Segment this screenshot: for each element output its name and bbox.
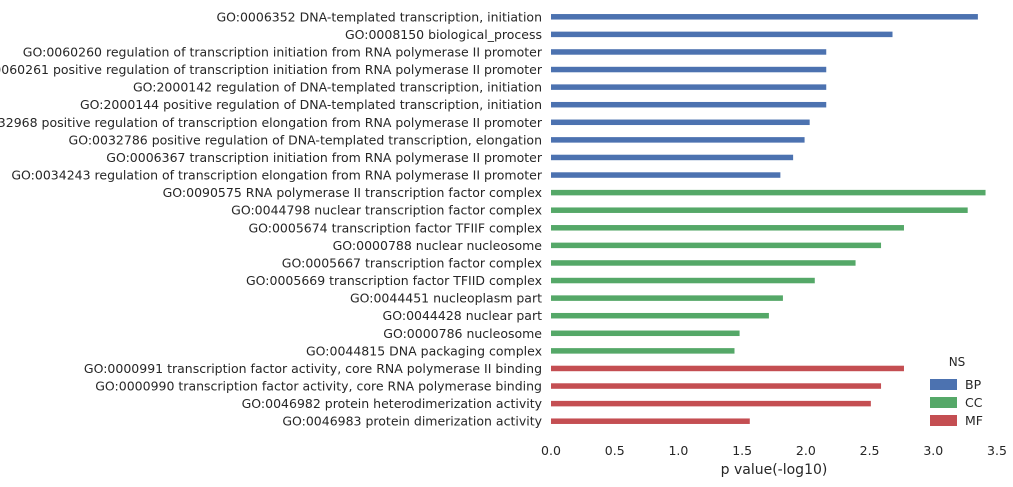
category-label: GO:0008150 biological_process (345, 27, 542, 42)
category-label: GO:0044428 nuclear part (383, 308, 543, 323)
bar-bp (551, 84, 827, 90)
x-axis-title: p value(-log10) (721, 462, 828, 478)
x-tick-label: 1.0 (668, 443, 688, 458)
category-label: GO:0044451 nucleoplasm part (350, 291, 542, 306)
x-tick-label: 2.5 (860, 443, 880, 458)
bar-cc (551, 277, 815, 284)
bar-cc (551, 207, 968, 213)
bar-cc (551, 348, 735, 354)
category-label: GO:0032968 positive regulation of transc… (0, 115, 543, 130)
category-label: GO:0046982 protein heterodimerization ac… (242, 396, 543, 411)
category-label: GO:0044815 DNA packaging complex (306, 343, 542, 358)
legend-swatch-mf (930, 415, 957, 426)
bar-bp (551, 137, 805, 143)
bar-mf (551, 418, 750, 424)
category-label: GO:2000144 positive regulation of DNA-te… (80, 97, 542, 112)
category-label: GO:0060260 regulation of transcription i… (23, 44, 543, 59)
x-tick-label: 2.0 (796, 443, 816, 458)
category-label: GO:2000142 regulation of DNA-templated t… (133, 80, 542, 95)
bar-cc (551, 295, 783, 301)
category-label: GO:0006352 DNA-templated transcription, … (216, 9, 542, 24)
category-label: GO:0000786 nucleosome (383, 326, 542, 341)
category-label: GO:0046983 protein dimerization activity (282, 414, 542, 429)
bar-bp (551, 31, 893, 38)
category-label: GO:0005667 transcription factor complex (282, 255, 542, 270)
category-label: GO:0000991 transcription factor activity… (84, 361, 542, 376)
legend: NS BP CC MF (930, 355, 983, 428)
category-labels: GO:0006352 DNA-templated transcription, … (0, 9, 543, 428)
bar-cc (551, 189, 986, 196)
category-label: GO:0005669 transcription factor TFIID co… (246, 273, 542, 288)
bar-bp (551, 49, 827, 55)
x-axis: p value(-log10) 0.0 0.5 1.0 1.5 2.0 2.5 3.0 3.5 (541, 443, 1007, 478)
bars-layer (551, 14, 986, 424)
x-tick-label: 0.0 (541, 443, 561, 458)
category-label: GO:0000990 transcription factor activity… (95, 379, 542, 394)
bar-cc (551, 260, 856, 266)
category-label: GO:0090575 RNA polymerase II transcripti… (163, 185, 542, 200)
category-label: GO:0005674 transcription factor TFIIF co… (248, 220, 542, 235)
bar-cc (551, 242, 882, 249)
category-label: GO:0006367 transcription initiation from… (106, 150, 543, 165)
x-tick-label: 3.5 (987, 443, 1007, 458)
category-label: GO:0044798 nuclear transcription factor … (231, 203, 542, 218)
legend-title: NS (949, 355, 966, 369)
bar-bp (551, 119, 810, 126)
bar-bp (551, 172, 781, 178)
x-tick-label: 3.0 (923, 443, 943, 458)
category-label: GO:0000788 nuclear nucleosome (333, 238, 543, 253)
bar-cc (551, 225, 904, 231)
category-label: GO:0034243 regulation of transcription e… (11, 168, 542, 183)
x-tick-label: 0.5 (605, 443, 625, 458)
bar-bp (551, 101, 827, 108)
bar-mf (551, 383, 882, 389)
bar-bp (551, 14, 978, 20)
bar-mf (551, 400, 871, 407)
x-tick-label: 1.5 (732, 443, 752, 458)
legend-label-mf: MF (965, 413, 983, 428)
legend-label-cc: CC (965, 395, 983, 410)
category-label: GO:0032786 positive regulation of DNA-te… (69, 132, 542, 147)
legend-swatch-bp (930, 379, 957, 390)
bar-bp (551, 154, 794, 161)
bar-cc (551, 312, 769, 319)
legend-label-bp: BP (965, 377, 982, 392)
bar-bp (551, 66, 827, 73)
category-label: GO:0060261 positive regulation of transc… (0, 62, 543, 77)
legend-swatch-cc (930, 397, 957, 408)
bar-cc (551, 330, 740, 337)
bar-mf (551, 365, 904, 372)
